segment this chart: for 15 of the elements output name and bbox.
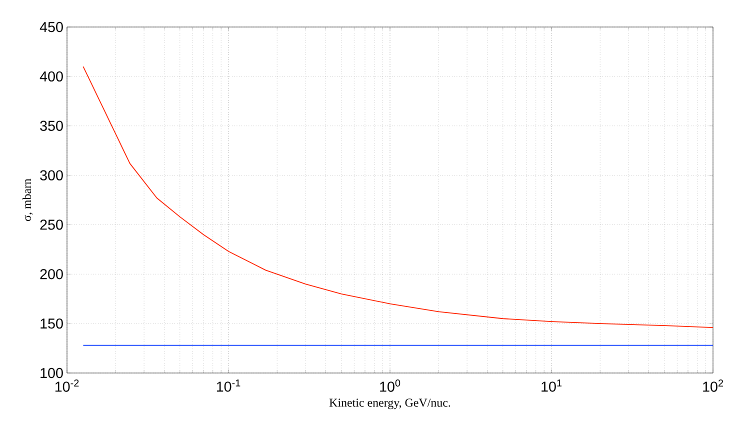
y-tick-label: 300 — [40, 170, 63, 180]
y-tick-label: 450 — [40, 22, 63, 32]
y-tick-label: 350 — [40, 120, 63, 131]
x-tick-label: 10$^{-2}$ — [55, 380, 79, 392]
x-tick-label: 10$^{0}$ — [380, 380, 400, 392]
y-axis-title: σ, mbarn — [22, 178, 33, 222]
y-tick-label: 200 — [40, 269, 63, 280]
y-tick-label: 150 — [40, 318, 63, 329]
y-tick-label: 400 — [40, 71, 63, 82]
x-axis-title: Kinetic energy, GeV/nuc. — [329, 398, 450, 410]
x-tick-label: 10$^{1}$ — [542, 380, 562, 392]
x-tick-label: 10$^{-1}$ — [216, 380, 240, 392]
y-tick-label: 100 — [40, 368, 63, 378]
y-tick-label: 250 — [40, 220, 63, 230]
x-tick-label: 10$^{2}$ — [703, 380, 724, 392]
